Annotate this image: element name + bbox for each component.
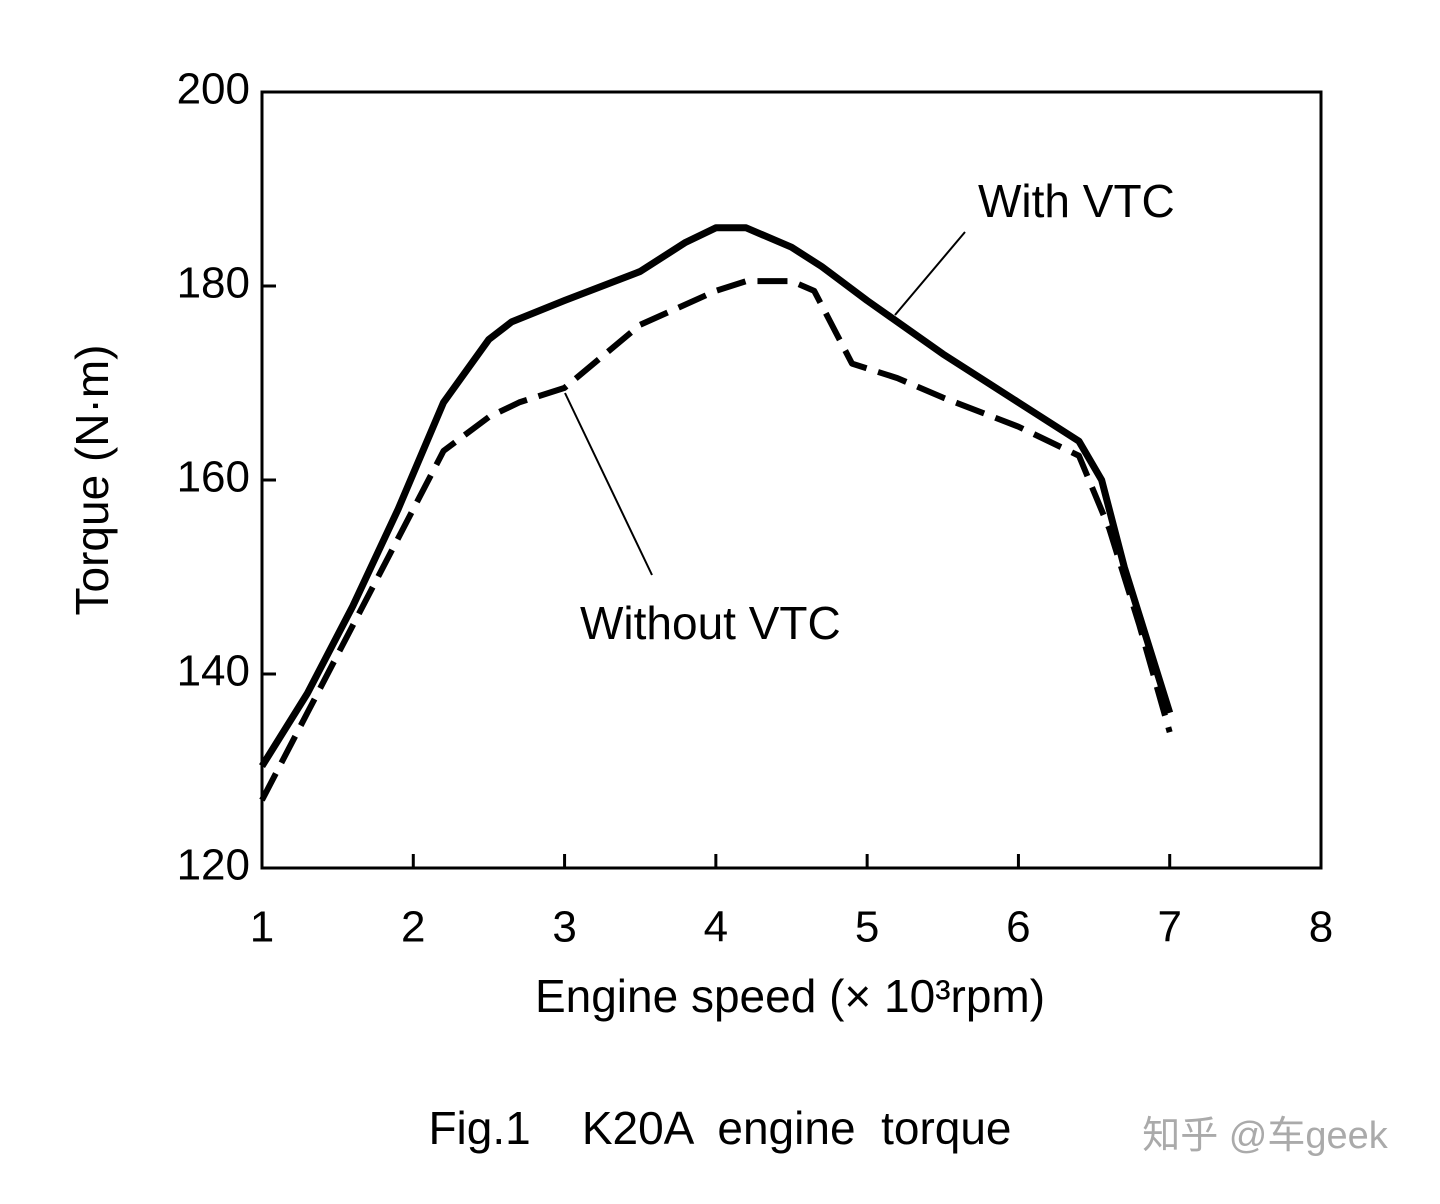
x-tick-label: 8 bbox=[1309, 903, 1333, 952]
leader-line bbox=[894, 231, 966, 316]
series-label: With VTC bbox=[978, 175, 1175, 227]
y-tick-label: 120 bbox=[177, 841, 250, 890]
x-tick-label: 7 bbox=[1157, 903, 1181, 952]
x-tick-label: 6 bbox=[1006, 903, 1030, 952]
series-label: Without VTC bbox=[580, 597, 841, 649]
x-tick-label: 3 bbox=[552, 903, 576, 952]
x-tick-label: 5 bbox=[855, 903, 879, 952]
series-line bbox=[259, 278, 1173, 802]
y-tick-label: 140 bbox=[177, 647, 250, 696]
watermark: 知乎 @车geek bbox=[1142, 1115, 1389, 1157]
caption: Fig.1 K20A engine torque bbox=[428, 1102, 1011, 1154]
x-axis-label: Engine speed (× 10³rpm) bbox=[535, 970, 1045, 1022]
y-tick-label: 160 bbox=[177, 453, 250, 502]
y-tick-label: 200 bbox=[177, 65, 250, 114]
y-axis-label: Torque (N·m) bbox=[66, 345, 118, 616]
y-tick-label: 180 bbox=[177, 259, 250, 308]
series-line bbox=[259, 224, 1174, 769]
x-tick-label: 2 bbox=[401, 903, 425, 952]
x-tick-label: 1 bbox=[250, 903, 274, 952]
leader-line bbox=[564, 392, 653, 576]
x-tick-label: 4 bbox=[704, 903, 728, 952]
